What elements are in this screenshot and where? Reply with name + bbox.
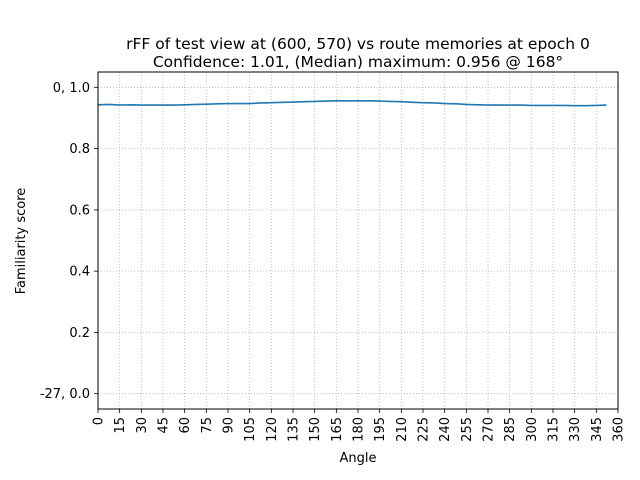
y-axis: -27, 0.0 0.2 0.4 0.6 0.8 0, 1.0	[40, 81, 98, 402]
x-tick-label: 210	[395, 417, 410, 442]
x-tick-label: 270	[482, 417, 497, 442]
x-tick-label: 120	[265, 417, 280, 442]
x-tick-label: 315	[547, 417, 562, 442]
grid-lines	[97, 72, 619, 409]
y-axis-label: Familiarity score	[14, 188, 29, 295]
x-tick-label: 0	[92, 417, 107, 425]
chart-title: rFF of test view at (600, 570) vs route …	[126, 35, 590, 53]
x-tick-label: 135	[287, 417, 302, 442]
x-tick-label: 180	[352, 417, 367, 442]
x-tick-label: 330	[568, 417, 583, 442]
x-tick-label: 60	[178, 417, 193, 434]
y-tick-label: 0.4	[69, 265, 90, 280]
chart-subtitle: Confidence: 1.01, (Median) maximum: 0.95…	[153, 53, 563, 71]
x-tick-label: 285	[503, 417, 518, 442]
y-tick-label: 0.2	[69, 326, 90, 341]
x-tick-label: 195	[373, 417, 388, 442]
x-axis-label: Angle	[340, 451, 377, 466]
x-tick-label: 15	[113, 417, 128, 434]
x-tick-label: 165	[330, 417, 345, 442]
y-tick-label: -27, 0.0	[40, 387, 90, 402]
x-tick-label: 30	[135, 417, 150, 434]
x-tick-label: 150	[308, 417, 323, 442]
x-tick-label: 345	[590, 417, 605, 442]
y-tick-label: 0.8	[69, 142, 90, 157]
x-tick-label: 105	[243, 417, 258, 442]
x-tick-label: 45	[157, 417, 172, 434]
y-tick-label: 0.6	[69, 203, 90, 218]
x-axis: 0 15 30 45 60 75 90 105 120 135 150 165 180 195 210 225…	[92, 409, 627, 442]
x-tick-label: 240	[438, 417, 453, 442]
y-tick-label: 0, 1.0	[53, 81, 90, 96]
x-tick-label: 90	[222, 417, 237, 434]
x-tick-label: 300	[525, 417, 540, 442]
series-line	[97, 100, 607, 107]
x-tick-label: 225	[417, 417, 432, 442]
x-tick-label: 255	[460, 417, 475, 442]
x-tick-label: 75	[200, 417, 215, 434]
x-tick-label: 360	[612, 417, 627, 442]
